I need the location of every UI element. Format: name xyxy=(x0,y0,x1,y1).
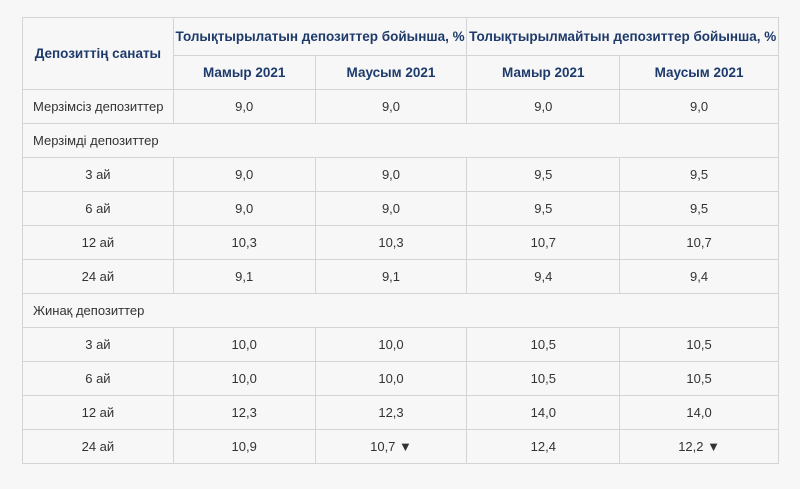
header-non-replenishable: Толықтырылмайтын депозиттер бойынша, % xyxy=(466,17,779,56)
rate-cell: 10,9 xyxy=(172,429,316,464)
row-label: 6 ай xyxy=(22,361,174,396)
row-label: 3 ай xyxy=(22,327,174,362)
rate-cell: 9,4 xyxy=(466,259,621,294)
table-row: Мерзімсіз депозиттер 9,0 9,0 9,0 9,0 xyxy=(22,89,779,124)
rate-cell: 9,1 xyxy=(314,259,468,294)
rate-cell: 9,0 xyxy=(172,191,316,226)
rate-cell: 10,3 xyxy=(172,225,316,260)
rate-cell: 10,5 xyxy=(619,327,779,362)
rate-cell: 10,5 xyxy=(466,361,621,396)
row-label: 6 ай xyxy=(22,191,174,226)
table-row: 3 ай 10,0 10,0 10,5 10,5 xyxy=(22,327,779,362)
rate-cell: 9,5 xyxy=(619,157,779,192)
section-row: Жинақ депозиттер xyxy=(22,293,779,328)
rate-cell: 10,3 xyxy=(314,225,468,260)
table-row: 12 ай 12,3 12,3 14,0 14,0 xyxy=(22,395,779,430)
table-row: 12 ай 10,3 10,3 10,7 10,7 xyxy=(22,225,779,260)
section-label: Жинақ депозиттер xyxy=(22,293,779,328)
rate-cell: 9,0 xyxy=(172,157,316,192)
rate-cell: 10,7 xyxy=(466,225,621,260)
rate-cell: 14,0 xyxy=(619,395,779,430)
row-label: 12 ай xyxy=(22,395,174,430)
rate-cell: 14,0 xyxy=(466,395,621,430)
table-row: 24 ай 9,1 9,1 9,4 9,4 xyxy=(22,259,779,294)
rate-cell: 9,5 xyxy=(619,191,779,226)
rate-cell: 9,0 xyxy=(314,157,468,192)
rate-cell: 10,0 xyxy=(172,361,316,396)
row-label: Мерзімсіз депозиттер xyxy=(22,89,174,124)
rate-cell: 10,5 xyxy=(466,327,621,362)
rate-cell: 12,3 xyxy=(314,395,468,430)
table-row: 3 ай 9,0 9,0 9,5 9,5 xyxy=(22,157,779,192)
rate-cell: 9,0 xyxy=(619,89,779,124)
rate-cell: 10,7 ▼ xyxy=(314,429,468,464)
deposit-rates-table: Депозиттің санаты Толықтырылатын депозит… xyxy=(22,17,779,464)
rate-cell: 9,5 xyxy=(466,191,621,226)
section-row: Мерзімді депозиттер xyxy=(22,123,779,158)
header-month: Мамыр 2021 xyxy=(466,55,621,90)
header-month: Мамыр 2021 xyxy=(172,55,316,90)
rate-cell: 9,5 xyxy=(466,157,621,192)
rate-cell: 10,0 xyxy=(314,361,468,396)
rate-cell: 9,0 xyxy=(172,89,316,124)
row-label: 12 ай xyxy=(22,225,174,260)
row-label: 24 ай xyxy=(22,259,174,294)
table-row: 6 ай 10,0 10,0 10,5 10,5 xyxy=(22,361,779,396)
rate-cell: 10,5 xyxy=(619,361,779,396)
header-category: Депозиттің санаты xyxy=(22,17,174,90)
section-label: Мерзімді депозиттер xyxy=(22,123,779,158)
rate-cell: 9,4 xyxy=(619,259,779,294)
rate-cell: 12,4 xyxy=(466,429,621,464)
rate-cell: 9,1 xyxy=(172,259,316,294)
table-row: 6 ай 9,0 9,0 9,5 9,5 xyxy=(22,191,779,226)
rate-cell: 12,2 ▼ xyxy=(619,429,779,464)
rate-cell: 9,0 xyxy=(314,191,468,226)
rate-cell: 9,0 xyxy=(314,89,468,124)
rate-cell: 10,0 xyxy=(314,327,468,362)
row-label: 3 ай xyxy=(22,157,174,192)
header-month: Маусым 2021 xyxy=(314,55,468,90)
table-row: 24 ай 10,9 10,7 ▼ 12,4 12,2 ▼ xyxy=(22,429,779,464)
rate-cell: 10,7 xyxy=(619,225,779,260)
header-replenishable: Толықтырылатын депозиттер бойынша, % xyxy=(172,17,468,56)
rate-cell: 12,3 xyxy=(172,395,316,430)
rate-cell: 10,0 xyxy=(172,327,316,362)
rate-cell: 9,0 xyxy=(466,89,621,124)
header-month: Маусым 2021 xyxy=(619,55,779,90)
row-label: 24 ай xyxy=(22,429,174,464)
